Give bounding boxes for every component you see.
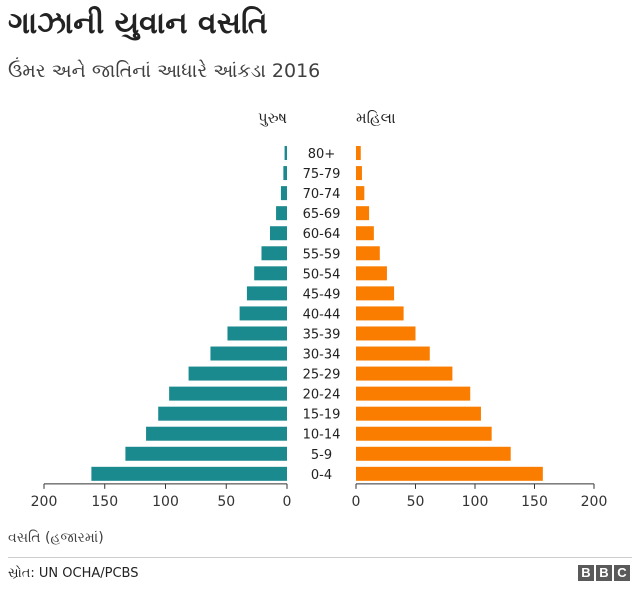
bar-male <box>246 286 287 301</box>
bar-male <box>158 406 287 421</box>
bar-female <box>356 426 492 441</box>
age-group-label: 35-39 <box>303 327 341 342</box>
age-group-label: 65-69 <box>303 207 341 222</box>
bar-male <box>239 306 287 321</box>
bar-female <box>356 146 361 161</box>
bar-female <box>356 366 453 381</box>
bar-male <box>91 466 287 481</box>
age-group-label: 5-9 <box>311 448 332 463</box>
age-group-label: 30-34 <box>303 348 341 363</box>
bar-female <box>356 326 416 341</box>
x-tick-label-right: 50 <box>407 494 425 510</box>
age-group-label: 20-24 <box>303 388 341 403</box>
x-tick-label-left: 50 <box>217 494 235 510</box>
x-tick-label-right: 150 <box>521 494 548 510</box>
bar-female <box>356 306 404 321</box>
bar-male <box>254 266 287 281</box>
bar-male <box>261 246 287 261</box>
x-tick-label-right: 200 <box>581 494 608 510</box>
bar-male <box>227 326 287 341</box>
bar-male <box>146 426 287 441</box>
bar-female <box>356 346 430 361</box>
bar-female <box>356 246 380 261</box>
x-tick-label-left: 200 <box>31 494 58 510</box>
age-group-label: 80+ <box>308 147 335 162</box>
bar-male <box>284 146 287 161</box>
source-note: સ્રોત: UN OCHA/PCBS <box>8 566 139 581</box>
age-group-label: 40-44 <box>303 307 341 322</box>
x-tick-label-left: 150 <box>91 494 118 510</box>
x-axis-label: વસતિ (હજારમાં) <box>8 530 104 546</box>
bar-female <box>356 406 481 421</box>
age-group-label: 60-64 <box>303 227 341 242</box>
logo-letter: B <box>578 565 594 581</box>
bar-male <box>280 186 287 201</box>
bar-male <box>283 166 287 181</box>
bar-female <box>356 266 387 281</box>
age-group-label: 15-19 <box>303 408 341 423</box>
series-label-male: પુરુષ <box>258 109 287 127</box>
bar-male <box>188 366 287 381</box>
bar-female <box>356 466 543 481</box>
age-group-label: 50-54 <box>303 267 341 282</box>
x-tick-label-left: 100 <box>152 494 179 510</box>
age-group-label: 45-49 <box>303 287 341 302</box>
bar-female <box>356 206 370 221</box>
x-tick-label-right: 0 <box>352 494 361 510</box>
bar-female <box>356 386 471 401</box>
age-group-label: 70-74 <box>303 187 341 202</box>
x-tick-label-right: 100 <box>462 494 489 510</box>
logo-letter: B <box>596 565 612 581</box>
bar-female <box>356 226 374 241</box>
age-group-label: 25-29 <box>303 368 341 383</box>
age-group-label: 75-79 <box>303 167 341 182</box>
chart-title: ગાઝાની યુવાન વસતિ <box>8 6 268 41</box>
age-group-label: 10-14 <box>303 428 341 443</box>
bar-female <box>356 286 395 301</box>
bar-female <box>356 446 511 461</box>
bar-male <box>276 206 287 221</box>
bar-female <box>356 186 365 201</box>
bar-male <box>210 346 287 361</box>
age-group-label: 0-4 <box>311 468 332 483</box>
chart-subtitle: ઉંમર અને જાતિનાં આધારે આંકડા 2016 <box>8 60 321 82</box>
x-tick-label-left: 0 <box>283 494 292 510</box>
footer-divider <box>8 557 632 558</box>
bar-male <box>269 226 287 241</box>
bar-female <box>356 166 362 181</box>
age-group-label: 55-59 <box>303 247 341 262</box>
bbc-logo: B B C <box>578 565 630 581</box>
logo-letter: C <box>614 565 630 581</box>
bar-male <box>169 386 287 401</box>
series-label-female: મહિલા <box>356 109 396 127</box>
bar-male <box>125 446 287 461</box>
